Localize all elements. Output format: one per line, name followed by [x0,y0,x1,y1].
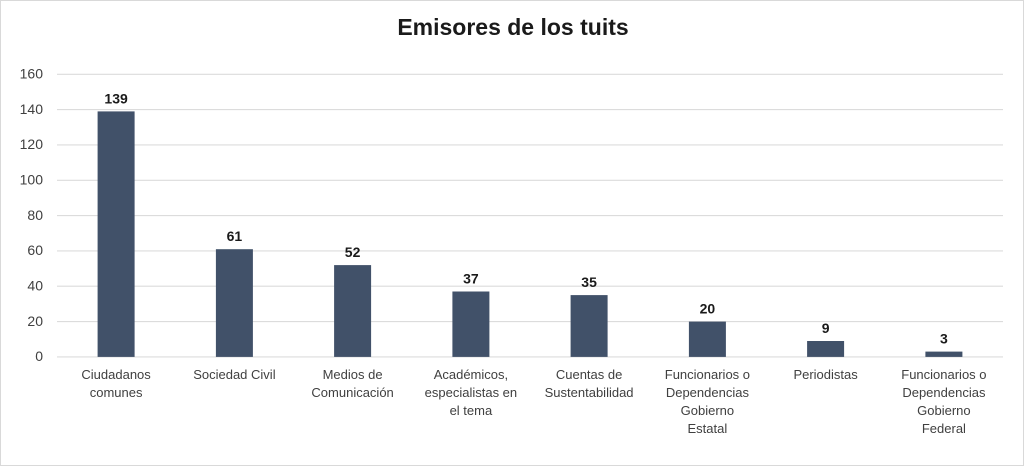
svg-text:40: 40 [27,277,43,293]
svg-text:Ciudadanos: Ciudadanos [81,367,151,382]
svg-text:comunes: comunes [90,385,143,400]
svg-text:Sociedad Civil: Sociedad Civil [193,367,275,382]
svg-text:Dependencias: Dependencias [902,385,986,400]
svg-text:35: 35 [581,274,597,290]
svg-text:20: 20 [700,301,716,317]
svg-text:52: 52 [345,244,361,260]
svg-text:especialistas en: especialistas en [425,385,518,400]
svg-text:Sustentabilidad: Sustentabilidad [545,385,634,400]
svg-text:el tema: el tema [450,403,493,418]
svg-text:20: 20 [27,313,43,329]
svg-text:Gobierno: Gobierno [681,403,734,418]
svg-text:0: 0 [35,348,43,364]
svg-text:3: 3 [940,331,948,347]
svg-text:37: 37 [463,271,479,287]
svg-text:Estatal: Estatal [688,421,728,436]
svg-text:160: 160 [20,66,44,82]
svg-text:Gobierno: Gobierno [917,403,970,418]
svg-text:139: 139 [104,90,128,106]
svg-text:100: 100 [20,172,44,188]
svg-text:Comunicación: Comunicación [311,385,393,400]
svg-text:61: 61 [227,228,243,244]
svg-text:Funcionarios o: Funcionarios o [665,367,750,382]
svg-text:80: 80 [27,207,43,223]
svg-text:Periodistas: Periodistas [793,367,858,382]
svg-text:60: 60 [27,242,43,258]
svg-text:Dependencias: Dependencias [666,385,750,400]
svg-text:Medios de: Medios de [323,367,383,382]
svg-text:Funcionarios o: Funcionarios o [901,367,986,382]
svg-text:Académicos,: Académicos, [434,367,508,382]
svg-text:120: 120 [20,136,44,152]
svg-text:Federal: Federal [922,421,966,436]
svg-text:9: 9 [822,320,830,336]
svg-text:Cuentas de: Cuentas de [556,367,623,382]
svg-text:140: 140 [20,101,44,117]
